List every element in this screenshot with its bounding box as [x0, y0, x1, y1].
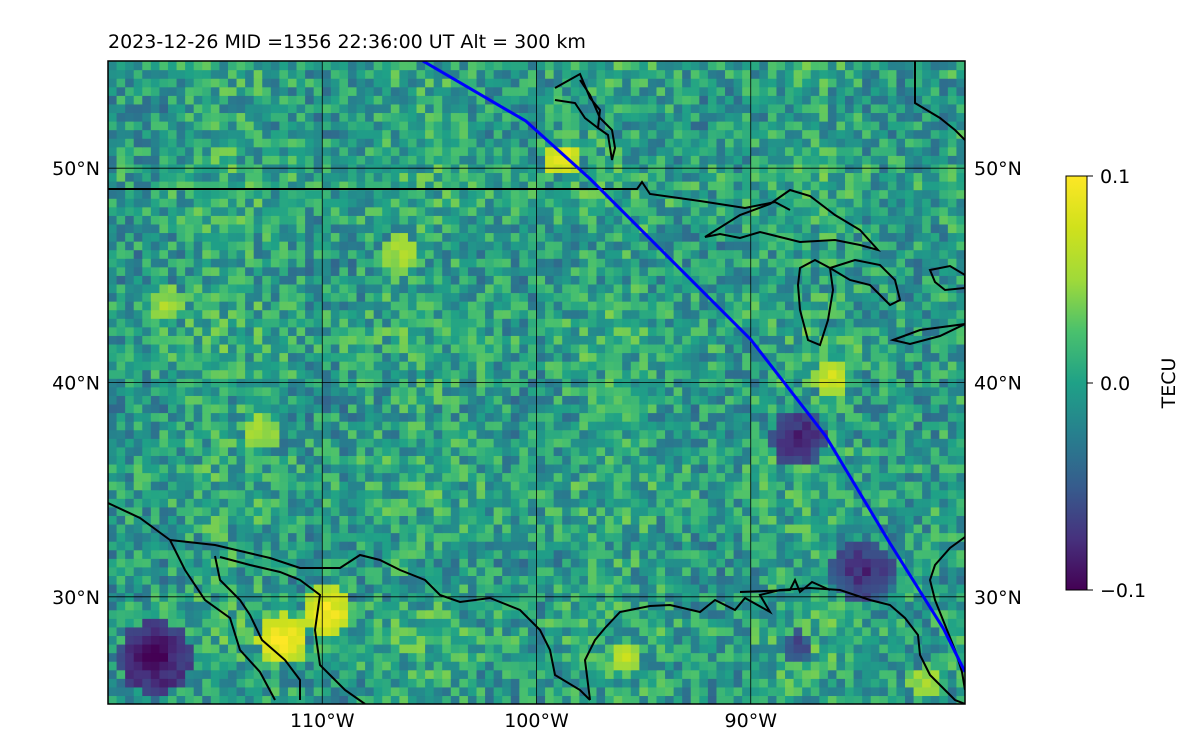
map-area: [108, 61, 965, 704]
latitude-tick-label: 30°N: [52, 587, 100, 609]
latitude-tick-label: 40°N: [974, 373, 1022, 395]
map-title: 2023-12-26 MID =1356 22:36:00 UT Alt = 3…: [108, 31, 586, 53]
latitude-tick-label: 50°N: [974, 158, 1022, 180]
graticule: [108, 61, 965, 704]
coastlines: [108, 61, 965, 704]
map-frame: [107, 60, 966, 705]
longitude-tick-label: 100°W: [504, 710, 569, 732]
latitude-tick-label: 50°N: [52, 158, 100, 180]
longitude-labels: 110°W 100°W 90°W: [290, 710, 777, 732]
colorbar: 0.1 0.0 −0.1 TECU: [1065, 166, 1180, 602]
latitude-tick-label: 30°N: [974, 587, 1022, 609]
latitude-labels-right: 30°N 40°N 50°N: [974, 158, 1022, 609]
tec-heatmap: [108, 61, 965, 704]
colorbar-gradient: [1065, 175, 1088, 591]
longitude-tick-label: 110°W: [290, 710, 355, 732]
colorbar-tick-label: 0.0: [1100, 373, 1130, 395]
colorbar-label: TECU: [1158, 358, 1180, 410]
colorbar-tick-label: 0.1: [1100, 166, 1130, 188]
satellite-track: [422, 61, 965, 673]
colorbar-tick-label: −0.1: [1100, 580, 1146, 602]
longitude-tick-label: 90°W: [725, 710, 778, 732]
latitude-labels-left: 30°N 40°N 50°N: [52, 158, 100, 609]
latitude-tick-label: 40°N: [52, 373, 100, 395]
colorbar-ticks: 0.1 0.0 −0.1: [1087, 166, 1146, 602]
